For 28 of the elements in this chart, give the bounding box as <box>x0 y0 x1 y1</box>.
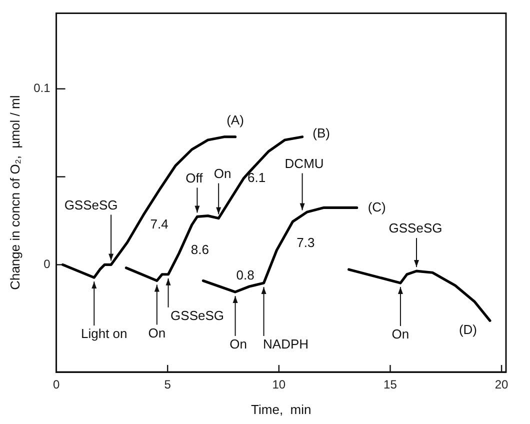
annotation: Light on <box>80 326 128 342</box>
annotation: (B) <box>312 125 330 140</box>
annotation: GSSeSG <box>64 197 118 212</box>
annotation: On <box>214 166 232 181</box>
annotation: 7.4 <box>150 216 168 232</box>
annotation: On <box>230 336 247 352</box>
annotation: GSSeSG <box>388 220 442 236</box>
x-axis-title: Time, min <box>251 402 312 417</box>
annotation: (A) <box>226 112 244 128</box>
annotation: (C) <box>368 199 386 214</box>
annotation: On <box>392 326 410 342</box>
annotation: NADPH <box>263 336 309 352</box>
y-axis-title: Change in concn of O₂, µmol / ml <box>7 95 22 290</box>
x-tick-label: 0 <box>52 378 60 392</box>
x-tick-label: 20 <box>494 378 509 392</box>
annotation: Off <box>186 170 204 186</box>
x-tick-label: 5 <box>164 378 172 392</box>
x-tick-label: 10 <box>272 378 286 392</box>
annotation: (D) <box>458 322 477 338</box>
x-tick-label: 15 <box>384 378 398 392</box>
annotation: DCMU <box>284 156 324 171</box>
annotation: 7.3 <box>296 235 315 250</box>
annotation: 6.1 <box>247 170 266 186</box>
annotation: GSSeSG <box>170 308 224 323</box>
annotation: On <box>148 325 166 340</box>
annotation: 8.6 <box>190 242 209 258</box>
annotation: 0.8 <box>236 268 254 283</box>
y-tick-label: 0.1 <box>34 81 51 96</box>
